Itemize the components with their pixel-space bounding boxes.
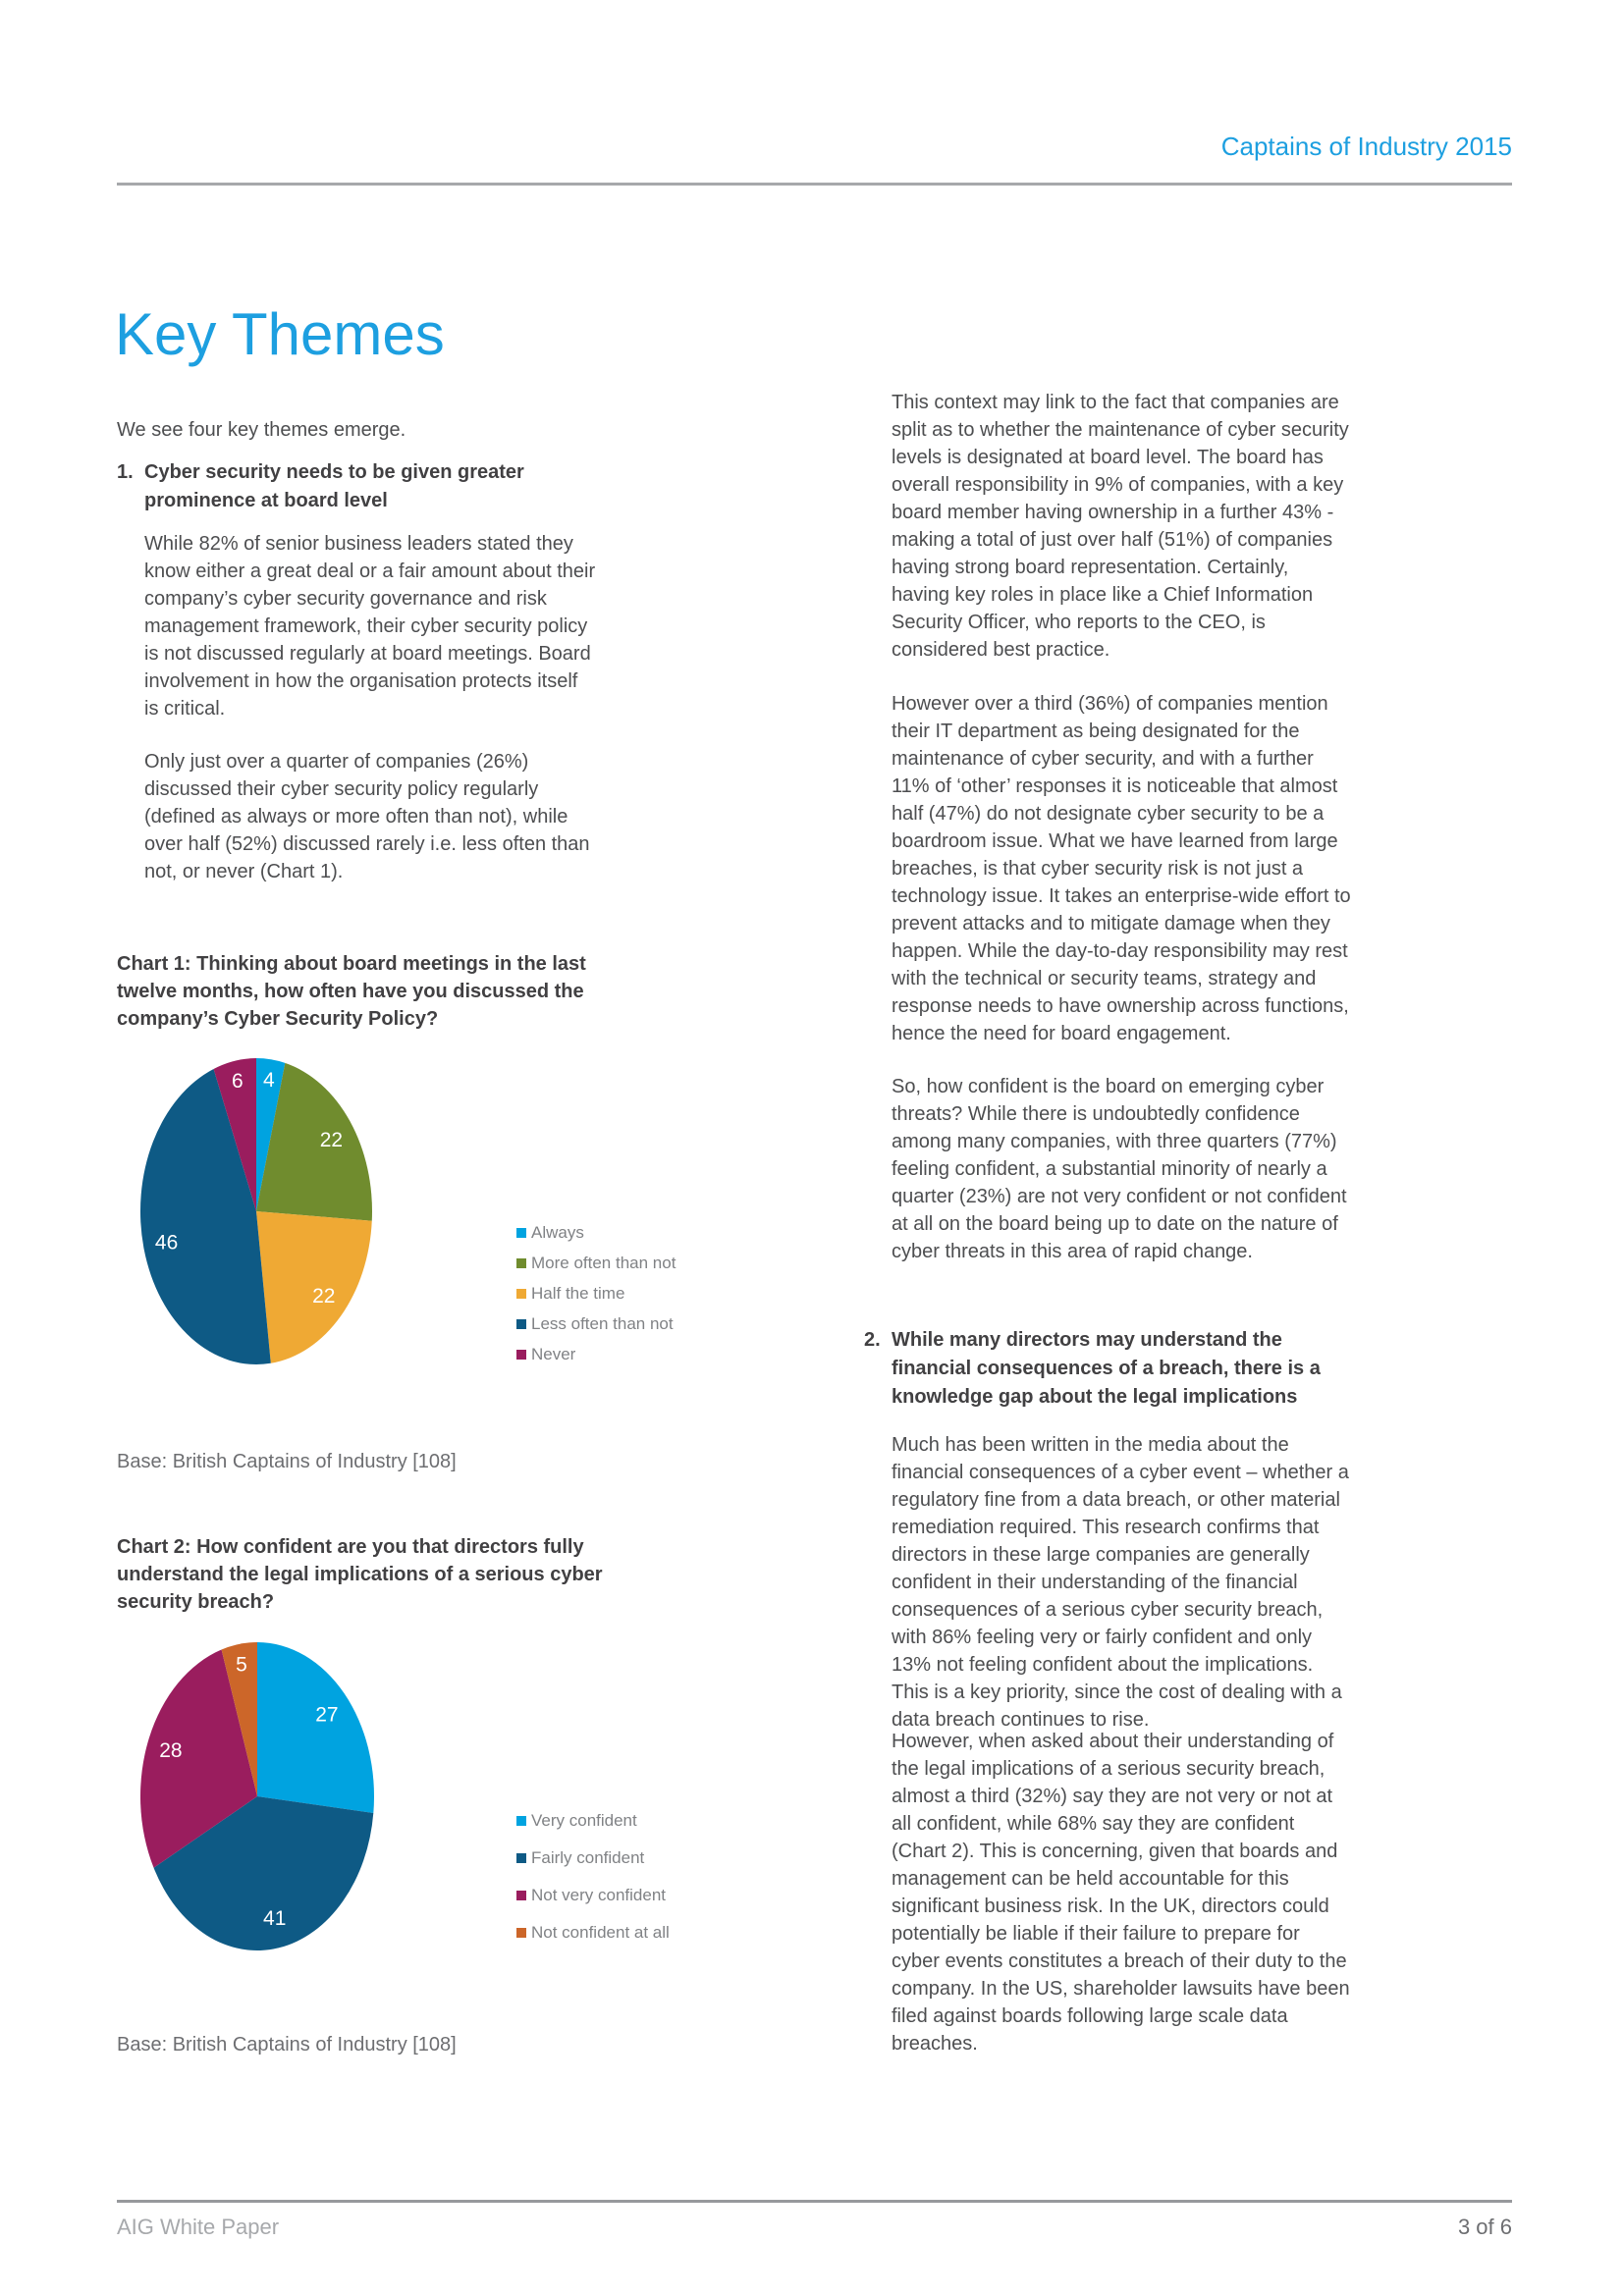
legend-label-not-very-confident: Not very confident: [531, 1886, 667, 1904]
pie-value-label-never: 6: [232, 1070, 243, 1093]
pie-value-label-more-often-than-not: 22: [320, 1129, 343, 1151]
legend-swatch-not-very-confident: [516, 1891, 526, 1900]
left-paragraph-2: Only just over a quarter of companies (2…: [144, 751, 590, 882]
pie-value-label-half-the-time: 22: [312, 1285, 335, 1308]
pie-value-label-not-confident-at-all: 5: [236, 1653, 247, 1676]
legend-swatch-never: [516, 1349, 526, 1360]
footer-page-number: 3 of 6: [1457, 2215, 1512, 2239]
pie-slice-half-the-time: [256, 1211, 372, 1363]
header-title: Captains of Industry 2015: [1220, 132, 1512, 161]
pie-value-label-very-confident: 27: [315, 1704, 338, 1727]
pie-slice-less-often-than-not: [139, 1068, 271, 1365]
page-title: Key Themes: [115, 301, 445, 367]
footer-document-name: AIG White Paper: [117, 2215, 280, 2239]
chart1-title: Chart 1: Thinking about board meetings i…: [117, 953, 586, 1030]
legend-item-more-often-than-not: More often than not: [516, 1248, 676, 1278]
legend-swatch-more-often-than-not: [516, 1257, 526, 1268]
legend-swatch-half-the-time: [516, 1288, 526, 1299]
pie-value-label-less-often-than-not: 46: [155, 1231, 178, 1254]
legend-label-never: Never: [531, 1344, 576, 1363]
chart1-base-note: Base: British Captains of Industry [108]: [117, 1451, 457, 1472]
right-paragraph-1: This context may link to the fact that c…: [892, 392, 1349, 661]
legend-swatch-fairly-confident: [516, 1853, 526, 1863]
right-paragraph-3: So, how confident is the board on emergi…: [892, 1076, 1347, 1262]
chart1-legend: Always More often than not Half the time Le…: [516, 1217, 676, 1369]
legend-item-fairly-confident: Fairly confident: [516, 1845, 670, 1871]
pie-slice-very-confident: [257, 1642, 375, 1814]
legend-item-half-the-time: Half the time: [516, 1278, 676, 1308]
chart2-pie: 27 41 28 5: [139, 1642, 375, 1951]
legend-swatch-always: [516, 1227, 526, 1238]
pie-value-label-always: 4: [263, 1069, 275, 1092]
legend-item-not-confident-at-all: Not confident at all: [516, 1920, 670, 1946]
list-item-2-heading: While many directors may understand the …: [892, 1329, 1321, 1408]
pie-slice-never: [213, 1058, 256, 1211]
legend-swatch-less-often-than-not: [516, 1318, 526, 1329]
list-item-1-number: 1.: [117, 461, 134, 483]
pie-slice-not-very-confident: [139, 1649, 257, 1868]
header-rule: [117, 183, 1512, 186]
chart2-title: Chart 2: How confident are you that dire…: [117, 1536, 603, 1613]
legend-item-not-very-confident: Not very confident: [516, 1883, 670, 1908]
legend-label-not-confident-at-all: Not confident at all: [531, 1923, 670, 1942]
footer-rule: [117, 2200, 1512, 2203]
legend-label-half-the-time: Half the time: [531, 1283, 625, 1303]
right-paragraph-5: However, when asked about their understa…: [892, 1731, 1350, 2055]
pie-slice-always: [256, 1058, 286, 1211]
pie-value-label-not-very-confident: 28: [159, 1739, 182, 1762]
right-paragraph-2: However over a third (36%) of companies …: [892, 693, 1351, 1044]
legend-swatch-not-confident-at-all: [516, 1928, 526, 1938]
legend-swatch-very-confident: [516, 1816, 526, 1826]
chart2-base-note: Base: British Captains of Industry [108]: [117, 2034, 457, 2056]
chart2-legend: Very confident Fairly confident Not very c…: [516, 1808, 670, 1957]
pie-slice-more-often-than-not: [256, 1062, 373, 1221]
legend-label-less-often-than-not: Less often than not: [531, 1313, 674, 1333]
legend-item-always: Always: [516, 1217, 676, 1248]
right-paragraph-4: Much has been written in the media about…: [892, 1434, 1349, 1731]
list-item-2-number: 2.: [864, 1329, 881, 1351]
legend-label-always: Always: [531, 1222, 584, 1242]
legend-item-less-often-than-not: Less often than not: [516, 1308, 676, 1339]
intro-text: We see four key themes emerge.: [117, 419, 406, 441]
legend-item-very-confident: Very confident: [516, 1808, 670, 1834]
legend-item-never: Never: [516, 1339, 676, 1369]
pie-slice-not-confident-at-all: [221, 1642, 257, 1796]
pie-value-label-fairly-confident: 41: [263, 1907, 286, 1930]
left-paragraph-1: While 82% of senior business leaders sta…: [144, 533, 596, 720]
legend-label-very-confident: Very confident: [531, 1811, 637, 1830]
legend-label-fairly-confident: Fairly confident: [531, 1848, 645, 1867]
pie-slice-fairly-confident: [153, 1796, 374, 1951]
legend-label-more-often-than-not: More often than not: [531, 1253, 676, 1272]
chart1-pie: 4 22 22 46 6: [139, 1058, 373, 1365]
list-item-1-heading: Cyber security needs to be given greater…: [144, 461, 524, 511]
